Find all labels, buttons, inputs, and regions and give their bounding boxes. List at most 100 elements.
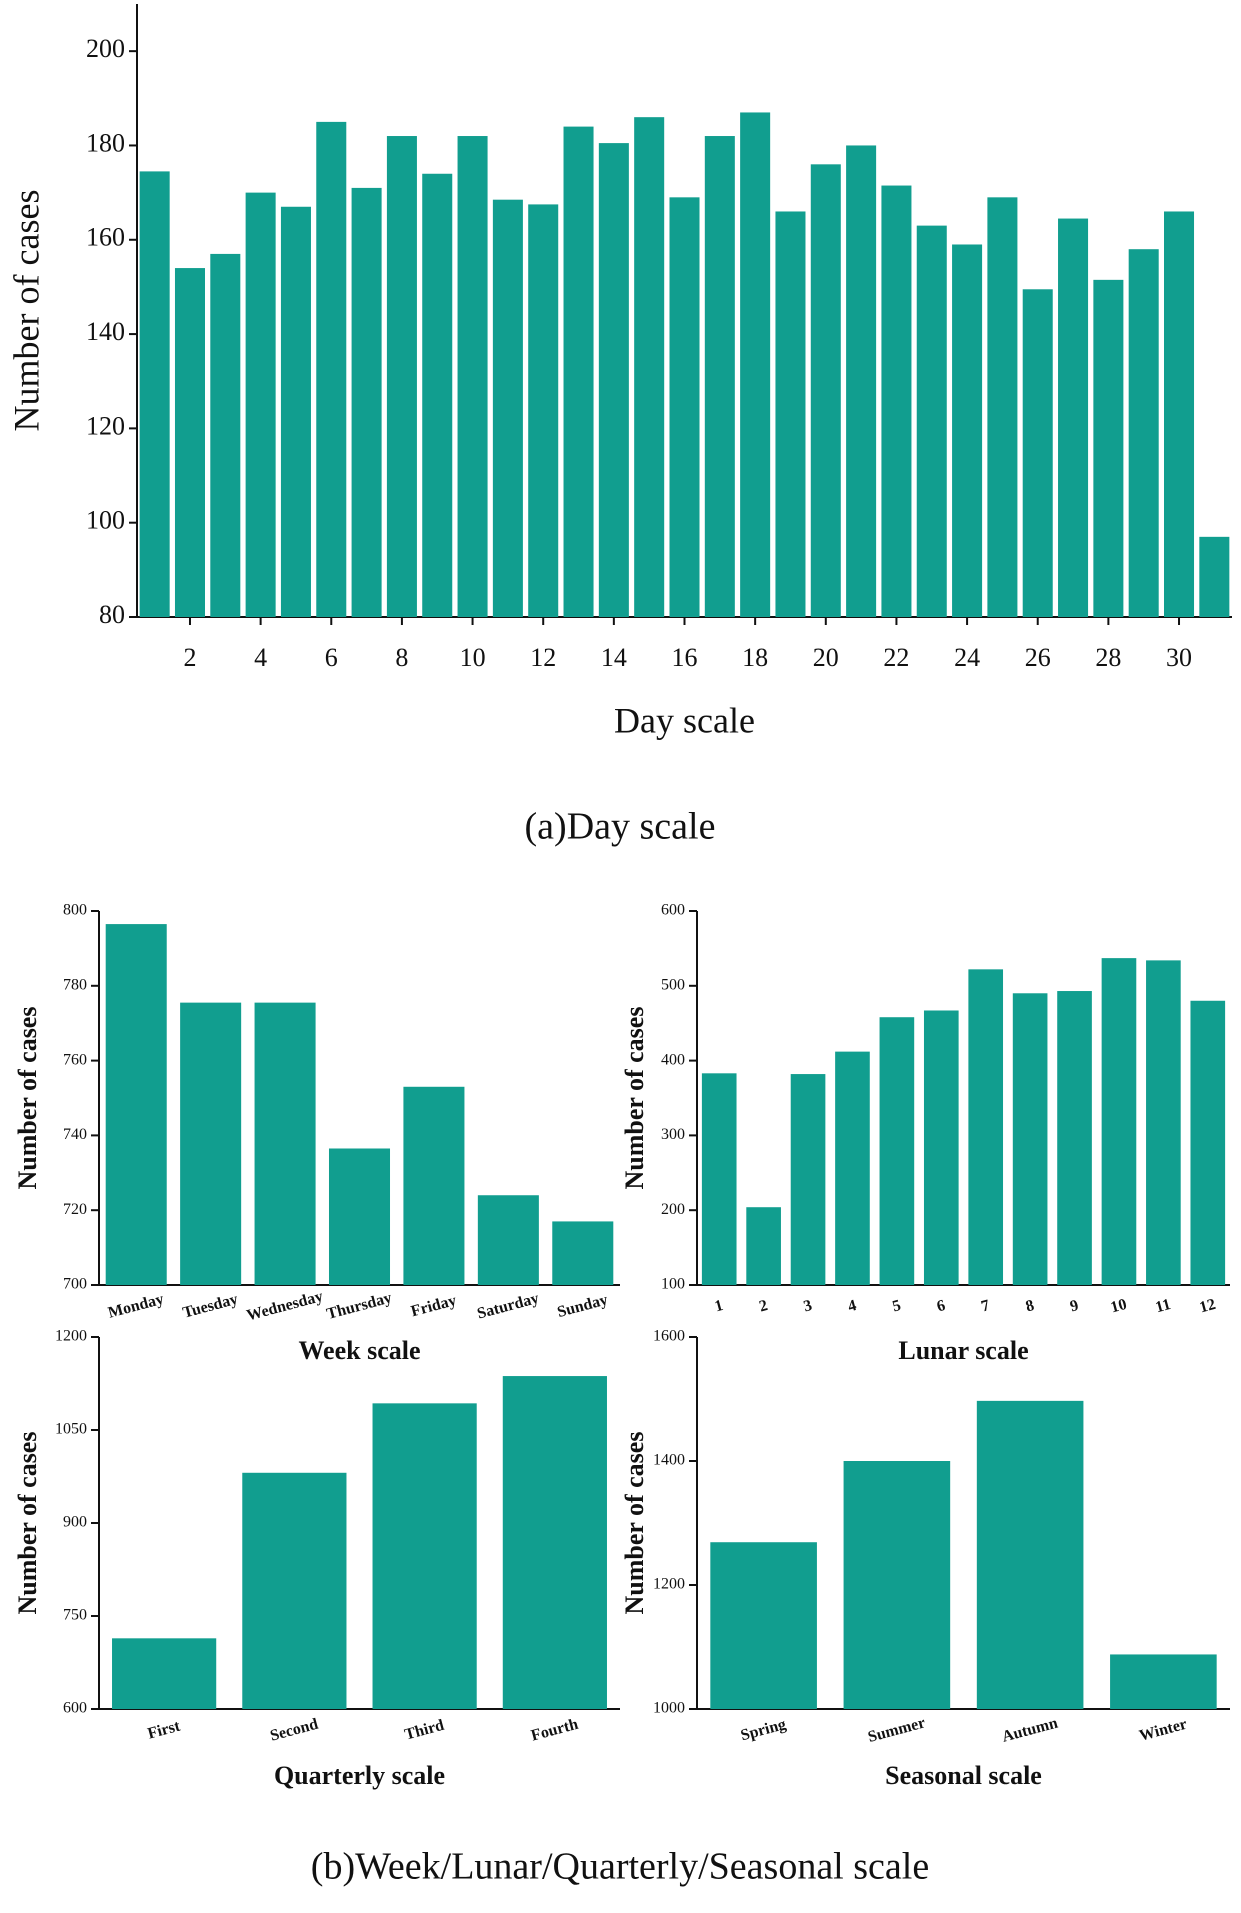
bar [843, 1461, 951, 1709]
bar [139, 171, 170, 617]
x-axis-label: Seasonal scale [885, 1761, 1042, 1790]
x-tick-label: 10 [460, 643, 486, 672]
bar [1057, 991, 1092, 1285]
bar [552, 1221, 614, 1285]
y-tick-label: 100 [86, 506, 125, 535]
x-tick-label: 18 [742, 643, 768, 672]
bar [923, 1010, 959, 1285]
bar [105, 924, 167, 1285]
bar [1101, 958, 1137, 1285]
x-tick-label: Wednesday [245, 1288, 325, 1325]
bar [112, 1638, 217, 1709]
x-tick-label: Summer [866, 1714, 927, 1746]
x-tick-label: Monday [106, 1291, 165, 1322]
x-tick-label: Fourth [529, 1716, 580, 1745]
bar [1128, 249, 1159, 617]
x-tick-label: 5 [891, 1297, 903, 1315]
x-tick-label: 7 [979, 1297, 991, 1315]
bar [477, 1195, 539, 1285]
bar [835, 1051, 870, 1285]
y-tick-label: 780 [63, 976, 87, 993]
caption: (b)Week/Lunar/Quarterly/Seasonal scale [311, 1846, 929, 1888]
x-tick-label: 1 [713, 1297, 725, 1315]
bar [563, 126, 594, 617]
x-tick-label: 10 [1109, 1296, 1129, 1317]
x-tick-label: 6 [325, 643, 338, 672]
x-tick-label: 3 [802, 1297, 814, 1315]
bar [351, 187, 382, 617]
y-tick-label: 200 [661, 1201, 685, 1218]
bar [634, 117, 665, 618]
bar [952, 244, 983, 617]
x-tick-label: 4 [254, 643, 267, 672]
bar [254, 1002, 316, 1285]
x-tick-label: 2 [757, 1297, 769, 1315]
y-tick-label: 600 [661, 902, 685, 919]
y-tick-label: 720 [63, 1201, 87, 1218]
y-tick-label: 1000 [653, 1700, 685, 1717]
bar [403, 1086, 465, 1285]
y-tick-label: 1400 [653, 1452, 685, 1469]
y-tick-label: 1200 [55, 1328, 87, 1345]
x-tick-label: 24 [954, 643, 980, 672]
y-tick-label: 180 [86, 128, 125, 157]
y-tick-label: 100 [661, 1276, 685, 1293]
bar [528, 204, 559, 617]
bar [502, 1376, 607, 1709]
x-tick-label: Tuesday [181, 1291, 240, 1322]
bar [457, 136, 488, 617]
bar [1199, 536, 1230, 617]
x-tick-label: 16 [672, 643, 698, 672]
y-tick-label: 200 [86, 34, 125, 63]
bar [1058, 218, 1089, 618]
x-tick-label: 20 [813, 643, 839, 672]
x-tick-label: 4 [846, 1297, 858, 1315]
bar [1146, 960, 1181, 1285]
bar [987, 197, 1018, 618]
x-tick-label: 2 [183, 643, 196, 672]
x-axis-label: Lunar scale [898, 1336, 1028, 1365]
y-tick-label: 120 [86, 411, 125, 440]
bar [710, 1542, 817, 1709]
bar [704, 136, 735, 617]
bar [316, 121, 347, 617]
x-tick-label: 9 [1068, 1297, 1080, 1315]
x-tick-label: 28 [1095, 643, 1121, 672]
bar [669, 197, 700, 618]
x-tick-label: Thursday [325, 1289, 394, 1323]
bar [280, 206, 311, 617]
x-tick-label: 12 [530, 643, 556, 672]
x-tick-label: First [146, 1718, 183, 1743]
caption: (a)Day scale [525, 806, 716, 848]
y-axis-label: Number of cases [13, 1432, 42, 1615]
y-axis-label: Number of cases [620, 1432, 649, 1615]
y-tick-label: 400 [661, 1051, 685, 1068]
y-tick-label: 750 [63, 1607, 87, 1624]
y-axis-label: Number of cases [6, 190, 46, 432]
bar [746, 1207, 781, 1285]
bar [1022, 289, 1053, 617]
y-tick-label: 300 [661, 1126, 685, 1143]
bar [422, 173, 453, 617]
bar [881, 185, 912, 618]
bar [180, 1002, 242, 1285]
x-tick-label: 30 [1166, 643, 1192, 672]
bar [810, 164, 841, 618]
bar [372, 1403, 477, 1709]
bar [210, 253, 241, 617]
bar [846, 145, 877, 617]
y-tick-label: 760 [63, 1051, 87, 1068]
x-tick-label: 6 [935, 1297, 947, 1315]
x-axis-label: Quarterly scale [274, 1761, 445, 1790]
y-axis-label: Number of cases [620, 1007, 649, 1190]
x-tick-label: 22 [883, 643, 909, 672]
y-axis-label: Number of cases [13, 1007, 42, 1190]
y-tick-label: 140 [86, 317, 125, 346]
x-tick-label: 14 [601, 643, 627, 672]
bar [916, 225, 947, 617]
x-tick-label: Autumn [1000, 1715, 1059, 1746]
y-tick-label: 80 [99, 600, 125, 629]
y-tick-label: 900 [63, 1514, 87, 1531]
bar [1190, 1000, 1226, 1285]
